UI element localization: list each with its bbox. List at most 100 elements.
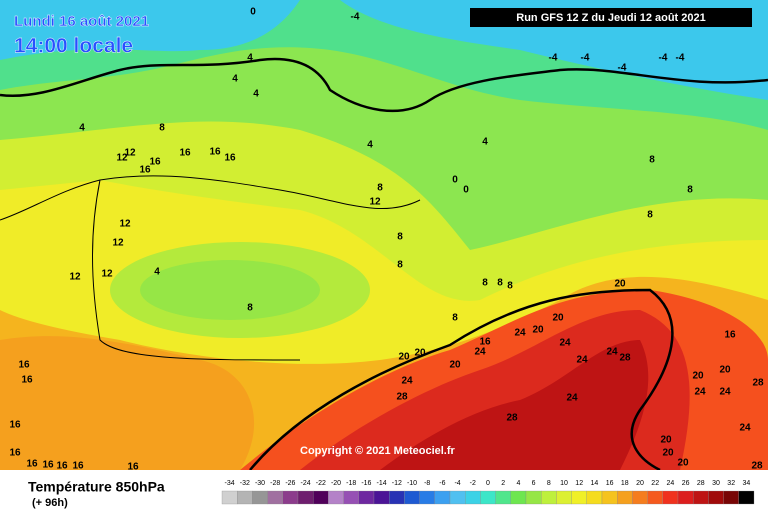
scale-swatch xyxy=(297,490,314,505)
scale-swatch xyxy=(419,490,435,505)
contour-label: 24 xyxy=(606,347,618,358)
contour-label: 8 xyxy=(452,313,458,324)
scale-label: 34 xyxy=(743,480,751,487)
contour-label: 28 xyxy=(619,353,631,364)
scale-swatch xyxy=(693,490,709,505)
scale-swatch xyxy=(525,490,542,505)
time: 14:00 locale xyxy=(14,35,133,58)
contour-label: 12 xyxy=(369,197,381,208)
scale-label: -34 xyxy=(225,480,235,487)
scale-swatch xyxy=(389,490,405,505)
scale-swatch xyxy=(267,490,283,505)
scale-label: 24 xyxy=(667,480,675,487)
scale-label: -10 xyxy=(407,480,417,487)
contour-label: 20 xyxy=(398,352,410,363)
scale-swatch xyxy=(434,490,451,505)
scale-label: 14 xyxy=(591,480,599,487)
contour-label: 24 xyxy=(719,387,731,398)
contour-label: 8 xyxy=(397,232,403,243)
scale-swatch xyxy=(449,490,466,505)
contour-label: 24 xyxy=(514,328,526,339)
contour-label: -4 xyxy=(676,53,685,64)
contour-label: 16 xyxy=(209,147,221,158)
contour-label: 4 xyxy=(367,140,373,151)
contours xyxy=(0,57,768,472)
contour-label: 28 xyxy=(752,378,764,389)
contour-label: 16 xyxy=(9,448,21,459)
run-box xyxy=(470,8,752,27)
contour-label: 24 xyxy=(401,376,413,387)
scale-swatch xyxy=(647,490,663,505)
contour-label: 4 xyxy=(247,53,253,64)
scale-label: 8 xyxy=(547,480,551,487)
contour-label: 16 xyxy=(18,360,30,371)
scale-swatch xyxy=(601,490,618,505)
scale-label: 10 xyxy=(560,480,568,487)
scale-label: 22 xyxy=(651,480,659,487)
scale-swatch xyxy=(662,490,679,505)
scale-swatch xyxy=(373,490,390,505)
contour-label: -4 xyxy=(618,63,627,74)
contour-label: 0 xyxy=(250,7,256,18)
scale-swatch xyxy=(328,490,344,505)
contour-label: -4 xyxy=(549,53,558,64)
legend-title: Température 850hPa xyxy=(28,479,165,495)
scale-label: -28 xyxy=(270,480,280,487)
contour-label: 20 xyxy=(614,279,626,290)
scale-label: -32 xyxy=(240,480,250,487)
contour-label: 28 xyxy=(396,392,408,403)
contour-label: 16 xyxy=(179,148,191,159)
contour-label: 16 xyxy=(139,165,151,176)
scale-swatch xyxy=(708,490,724,505)
contour-label: -4 xyxy=(581,53,590,64)
contour-label: 12 xyxy=(112,238,124,249)
contour-label: 16 xyxy=(9,420,21,431)
scale-label: -6 xyxy=(439,480,445,487)
scale-label: -14 xyxy=(377,480,387,487)
scale-label: 2 xyxy=(501,480,505,487)
contour-label: 16 xyxy=(127,462,139,473)
contour-label: 20 xyxy=(677,458,689,469)
scale-label: -12 xyxy=(392,480,402,487)
contour-label: 8 xyxy=(687,185,693,196)
scale-swatch xyxy=(617,490,633,505)
scale-label: -2 xyxy=(470,480,476,487)
scale-swatch xyxy=(404,490,420,505)
contour-label: 0 xyxy=(463,185,469,196)
contour-label: 20 xyxy=(414,348,426,359)
contour-label: 4 xyxy=(232,74,238,85)
scale-swatch xyxy=(586,490,603,505)
date: Lundi 16 août 2021 xyxy=(14,13,149,30)
scale-swatch xyxy=(465,490,481,505)
contour-label: 8 xyxy=(507,281,513,292)
contour-label: 16 xyxy=(21,375,33,386)
scale-label: 30 xyxy=(712,480,720,487)
contour-label: 8 xyxy=(397,260,403,271)
contour-label: 20 xyxy=(662,448,674,459)
contour-label: 16 xyxy=(72,461,84,472)
scale-label: 28 xyxy=(697,480,705,487)
legend-subtitle: (+ 96h) xyxy=(32,497,68,509)
scale-label: -30 xyxy=(255,480,265,487)
scale-label: 6 xyxy=(532,480,536,487)
contour-label: 8 xyxy=(649,155,655,166)
scale-swatch xyxy=(632,490,648,505)
contour-label: 16 xyxy=(26,459,38,470)
scale-label: -22 xyxy=(316,480,326,487)
contour-label: 12 xyxy=(124,148,136,159)
scale-swatch xyxy=(358,490,375,505)
scale-label: 18 xyxy=(621,480,629,487)
scale-swatch xyxy=(738,490,755,505)
scale-label: -4 xyxy=(454,480,460,487)
scale-label: 4 xyxy=(516,480,520,487)
contour-label: 16 xyxy=(224,153,236,164)
scale-swatch xyxy=(343,490,359,505)
contour-label: 20 xyxy=(449,360,461,371)
contour-label: 8 xyxy=(647,210,653,221)
contour-label: 0 xyxy=(452,175,458,186)
contour-label: 28 xyxy=(506,413,518,424)
contour-label: 8 xyxy=(247,303,253,314)
contour-label: 4 xyxy=(79,123,85,134)
scale-label: 0 xyxy=(486,480,490,487)
